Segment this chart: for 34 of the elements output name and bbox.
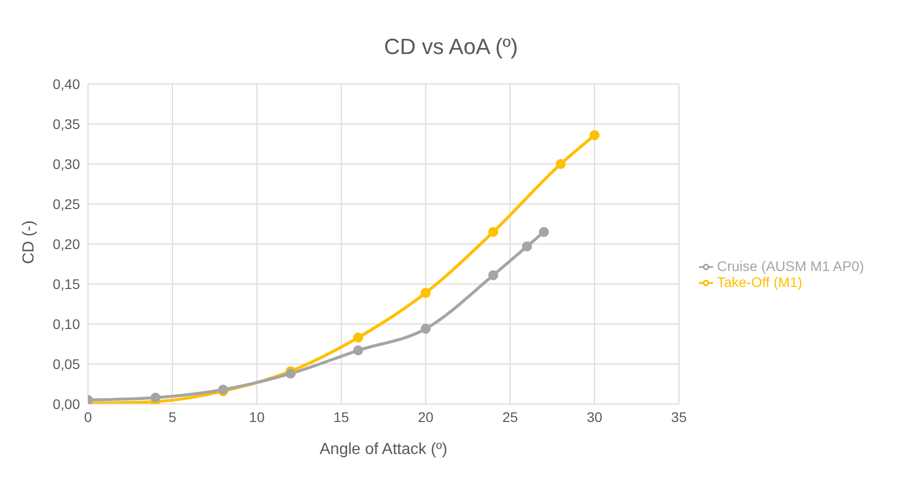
point — [488, 227, 498, 237]
x-tick-label: 20 — [418, 408, 434, 425]
y-tick-label: 0,20 — [52, 236, 80, 252]
y-tick-label: 0,00 — [52, 396, 80, 412]
y-tick-label: 0,25 — [52, 196, 80, 212]
point — [150, 392, 161, 403]
point — [420, 288, 431, 298]
point — [353, 345, 364, 356]
legend-label: Cruise (AUSM M1 AP0) — [716, 258, 864, 274]
x-tick-label: 10 — [249, 408, 265, 425]
y-tick-label: 0,35 — [52, 116, 80, 132]
point — [590, 130, 600, 140]
x-tick-label: 0 — [84, 408, 92, 425]
point — [420, 324, 431, 334]
x-tick-label: 15 — [333, 408, 350, 425]
x-tick-label: 35 — [671, 408, 687, 425]
x-tick-label: 30 — [586, 408, 603, 425]
point — [556, 159, 566, 169]
y-tick-label: 0,05 — [52, 356, 80, 372]
point — [522, 241, 532, 252]
x-tick-label: 5 — [168, 408, 177, 425]
y-tick-label: 0,10 — [52, 316, 80, 332]
legend-label: Take-Off (M1) — [716, 274, 802, 290]
point — [538, 227, 549, 237]
y-tick-label: 0,15 — [52, 276, 80, 292]
point — [286, 368, 296, 379]
y-tick-label: 0,30 — [52, 156, 80, 172]
chart-title: CD vs AoA (º) — [383, 33, 519, 61]
y-tick-label: 0,40 — [52, 76, 80, 92]
x-tick-label: 25 — [502, 408, 518, 425]
point — [353, 332, 364, 343]
y-axis-title: CD (-) — [20, 220, 38, 264]
x-axis-title: Angle of Attack (º) — [320, 441, 448, 458]
point — [488, 270, 498, 280]
